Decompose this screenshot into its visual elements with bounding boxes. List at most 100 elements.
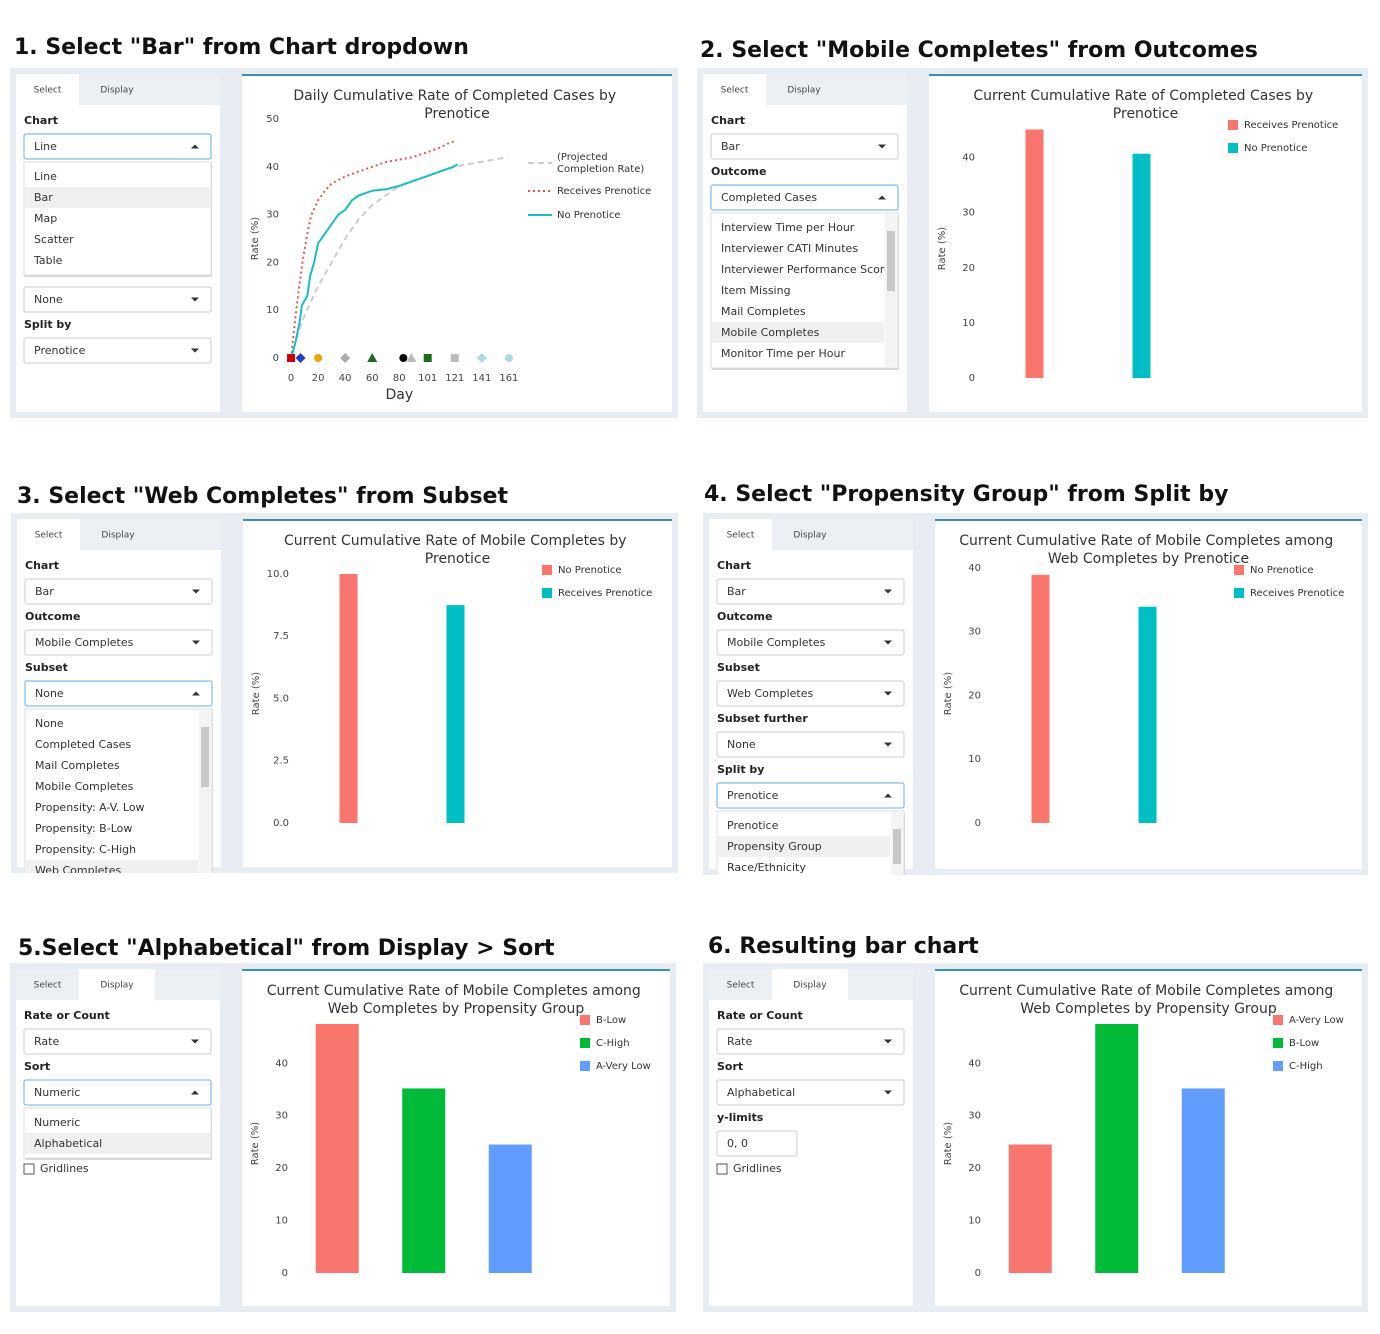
panel-title: 6. Resulting bar chart <box>708 934 979 959</box>
chart-title: Current Cumulative Rate of Mobile Comple… <box>267 983 645 1017</box>
dropdown-option[interactable]: Prenotice <box>727 819 779 832</box>
y-axis-label: Rate (%) <box>937 227 948 271</box>
caret <box>878 195 886 200</box>
dropdown-option[interactable]: Numeric <box>34 1116 80 1129</box>
dropdown-option[interactable]: None <box>35 717 64 730</box>
tab[interactable]: Select <box>34 981 62 991</box>
legend-label: (Projected Completion Rate) <box>557 152 644 175</box>
y-axis-label: Rate (%) <box>250 217 261 261</box>
caret <box>192 640 200 645</box>
tab[interactable]: Select <box>727 531 755 541</box>
y-tick-label: 2.5 <box>273 756 289 767</box>
select-box[interactable] <box>24 629 213 656</box>
dropdown-option[interactable]: Interviewer CATI Minutes <box>721 242 858 255</box>
panel-title: 1. Select "Bar" from Chart dropdown <box>14 35 469 60</box>
tab[interactable]: Select <box>34 86 62 96</box>
tab[interactable]: Select <box>35 531 63 541</box>
tab[interactable]: Display <box>787 86 821 96</box>
y-tick-label: 40 <box>275 1058 288 1069</box>
y-tick-label: 20 <box>962 263 975 274</box>
dropdown-option[interactable]: Map <box>34 212 57 225</box>
bar <box>1031 574 1050 823</box>
tab[interactable]: Display <box>100 86 134 96</box>
tab[interactable]: Display <box>793 531 827 541</box>
chart-title: Current Cumulative Rate of Completed Cas… <box>973 88 1317 122</box>
y-axis-label: Rate (%) <box>943 672 954 716</box>
dropdown-option[interactable]: Propensity: B-Low <box>35 822 132 835</box>
y-tick-label: 7.5 <box>273 631 289 642</box>
dropdown-option[interactable]: Propensity: A-V. Low <box>35 801 145 814</box>
select-box[interactable] <box>23 1028 212 1055</box>
tab[interactable]: Select <box>721 86 749 96</box>
select-box[interactable] <box>716 578 905 605</box>
field-label: Outcome <box>25 610 80 623</box>
dropdown-option[interactable]: Mail Completes <box>721 305 806 318</box>
y-tick-label: 40 <box>266 162 279 173</box>
legend-label: C-High <box>596 1038 630 1049</box>
text-input[interactable] <box>716 1130 798 1157</box>
select-box[interactable] <box>23 133 212 160</box>
bar <box>1008 1144 1052 1273</box>
y-tick-label: 0 <box>975 1268 981 1279</box>
field-value: Web Completes <box>727 687 813 700</box>
dropdown-option[interactable]: Propensity Group <box>727 840 822 853</box>
checkbox[interactable] <box>716 1163 728 1175</box>
chart-top-border <box>242 969 670 971</box>
x-tick-label: 20 <box>312 373 325 384</box>
dropdown-option[interactable]: Mail Completes <box>35 759 120 772</box>
tab[interactable]: Display <box>101 531 135 541</box>
dropdown-option[interactable]: Scatter <box>34 233 74 246</box>
select-box[interactable] <box>716 1028 905 1055</box>
option-highlight <box>712 322 884 343</box>
marker <box>399 354 408 362</box>
tab[interactable]: Display <box>100 981 134 991</box>
dropdown-option[interactable]: Line <box>34 170 57 183</box>
select-box[interactable] <box>23 337 212 364</box>
dropdown-option[interactable]: Interview Time per Hour <box>721 221 855 234</box>
y-tick-label: 20 <box>275 1163 288 1174</box>
dropdown-option[interactable]: Table <box>33 254 63 267</box>
dropdown-option[interactable]: Mobile Completes <box>35 780 134 793</box>
x-axis-label: Day <box>385 387 413 403</box>
select-box[interactable] <box>23 1079 212 1106</box>
legend-swatch <box>1273 1015 1283 1025</box>
select-box[interactable] <box>716 629 905 656</box>
caret <box>191 1090 199 1095</box>
dropdown-option[interactable]: Bar <box>34 191 53 204</box>
dropdown-option[interactable]: Alphabetical <box>34 1137 102 1150</box>
field-value: Rate <box>34 1035 59 1048</box>
select-box[interactable] <box>23 286 212 313</box>
select-box[interactable] <box>716 1079 905 1106</box>
dropdown-option[interactable]: Item Missing <box>721 284 791 297</box>
dropdown-option[interactable]: Interviewer Performance Score <box>721 263 891 276</box>
bar <box>1138 606 1157 823</box>
field-value: Alphabetical <box>727 1086 795 1099</box>
dropdown-option[interactable]: Completed Cases <box>35 738 131 751</box>
dropdown-option[interactable]: Mobile Completes <box>721 326 820 339</box>
select-box[interactable] <box>716 782 905 809</box>
chart-top-border <box>243 519 672 521</box>
dropdown-option[interactable]: Monitor Time per Hour <box>721 347 845 360</box>
marker <box>476 353 487 363</box>
dropdown-option[interactable]: Propensity: C-High <box>35 843 136 856</box>
active-tab <box>709 519 772 550</box>
y-tick-label: 30 <box>275 1111 288 1122</box>
select-box[interactable] <box>24 680 213 707</box>
dropdown-option[interactable]: Web Completes <box>35 864 121 877</box>
y-tick-label: 20 <box>968 690 981 701</box>
select-box[interactable] <box>716 731 905 758</box>
marker <box>504 354 513 362</box>
legend-swatch <box>542 588 552 598</box>
panel-title: 5.Select "Alphabetical" from Display > S… <box>18 936 555 961</box>
dropdown-option[interactable]: Race/Ethnicity <box>727 861 806 874</box>
select-box[interactable] <box>710 133 899 160</box>
tab[interactable]: Display <box>793 981 827 991</box>
y-tick-label: 30 <box>962 208 975 219</box>
x-tick-label: 40 <box>339 373 352 384</box>
checkbox[interactable] <box>23 1163 35 1175</box>
tab[interactable]: Select <box>727 981 755 991</box>
select-box[interactable] <box>710 184 899 211</box>
select-box[interactable] <box>24 578 213 605</box>
select-box[interactable] <box>716 680 905 707</box>
